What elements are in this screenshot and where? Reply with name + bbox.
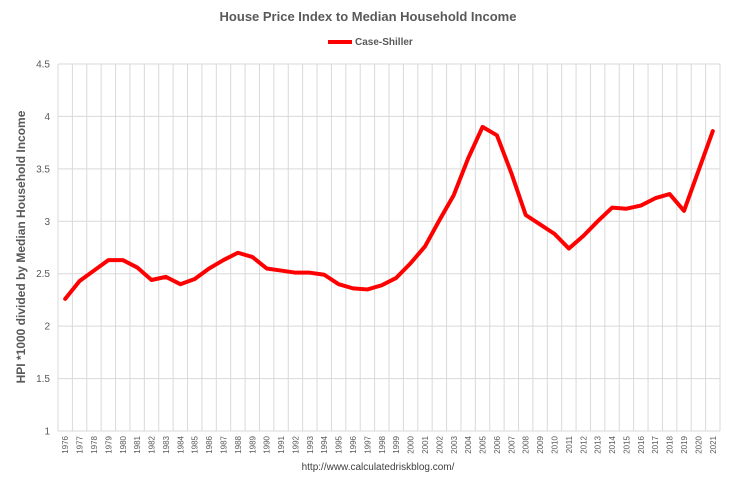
legend: Case-Shiller <box>328 37 413 48</box>
x-tick-label: 2007 <box>507 435 516 453</box>
x-tick-label: 2002 <box>435 435 444 453</box>
x-tick-label: 1977 <box>76 435 85 453</box>
x-tick-label: 1987 <box>220 435 229 453</box>
x-tick-label: 1998 <box>378 435 387 453</box>
x-tick-label: 1978 <box>90 435 99 453</box>
x-tick-label: 2001 <box>421 435 430 453</box>
y-tick-label: 4.5 <box>36 60 50 71</box>
y-axis-label: HPI *1000 divided by Median Household In… <box>14 110 28 383</box>
vertical-gridlines <box>57 64 721 431</box>
x-tick-labels: 1976 1977 1978 1979 1980 1981 1982 1983 1984 1985… <box>61 435 718 453</box>
x-tick-label: 2011 <box>565 435 574 453</box>
x-tick-label: 1984 <box>176 435 185 453</box>
x-tick-label: 1992 <box>291 435 300 453</box>
source-url: http://www.calculatedriskblog.com/ <box>302 462 455 473</box>
x-tick-label: 2016 <box>637 435 646 453</box>
y-tick-labels: 1 1.5 2 2.5 3 3.5 4 4.5 <box>36 60 50 438</box>
x-tick-label: 1989 <box>248 435 257 453</box>
y-tick-label: 3.5 <box>36 164 50 175</box>
x-tick-label: 2013 <box>594 435 603 453</box>
x-tick-label: 1983 <box>162 435 171 453</box>
x-tick-label: 1985 <box>191 435 200 453</box>
x-tick-label: 2005 <box>479 435 488 453</box>
x-tick-label: 2021 <box>709 435 718 453</box>
x-tick-label: 1993 <box>306 435 315 453</box>
y-tick-label: 1.5 <box>36 374 50 385</box>
x-tick-label: 2014 <box>608 435 617 453</box>
x-tick-label: 1986 <box>205 435 214 453</box>
y-tick-label: 3 <box>44 217 50 228</box>
x-tick-label: 1982 <box>148 435 157 453</box>
y-tick-label: 2.5 <box>36 269 50 280</box>
horizontal-gridlines <box>58 63 720 432</box>
series-line <box>63 124 715 301</box>
x-tick-label: 2010 <box>551 435 560 453</box>
x-tick-label: 1979 <box>104 435 113 453</box>
x-tick-label: 2012 <box>579 435 588 453</box>
x-tick-label: 2020 <box>694 435 703 453</box>
legend-label: Case-Shiller <box>355 37 413 48</box>
chart-title: House Price Index to Median Household In… <box>220 9 517 24</box>
y-tick-label: 1 <box>44 427 50 438</box>
x-tick-label: 1999 <box>392 435 401 453</box>
x-tick-label: 2008 <box>522 435 531 453</box>
x-tick-label: 2019 <box>680 435 689 453</box>
x-tick-label: 1981 <box>133 435 142 453</box>
x-tick-label: 1991 <box>277 435 286 453</box>
x-tick-label: 1996 <box>349 435 358 453</box>
x-tick-label: 2009 <box>536 435 545 453</box>
x-tick-label: 2000 <box>407 435 416 453</box>
x-tick-label: 2004 <box>464 435 473 453</box>
x-tick-label: 1988 <box>234 435 243 453</box>
x-tick-label: 1997 <box>363 435 372 453</box>
x-tick-label: 1995 <box>335 435 344 453</box>
y-tick-label: 2 <box>44 322 50 333</box>
x-tick-label: 2015 <box>622 435 631 453</box>
x-tick-label: 2018 <box>666 435 675 453</box>
x-tick-label: 2003 <box>450 435 459 453</box>
x-tick-label: 1990 <box>263 435 272 453</box>
x-tick-label: 1976 <box>61 435 70 453</box>
x-tick-label: 2017 <box>651 435 660 453</box>
y-tick-label: 4 <box>44 112 50 123</box>
series-layer <box>63 124 715 301</box>
x-tick-label: 1980 <box>119 435 128 453</box>
x-tick-label: 1994 <box>320 435 329 453</box>
x-tick-label: 2006 <box>493 435 502 453</box>
